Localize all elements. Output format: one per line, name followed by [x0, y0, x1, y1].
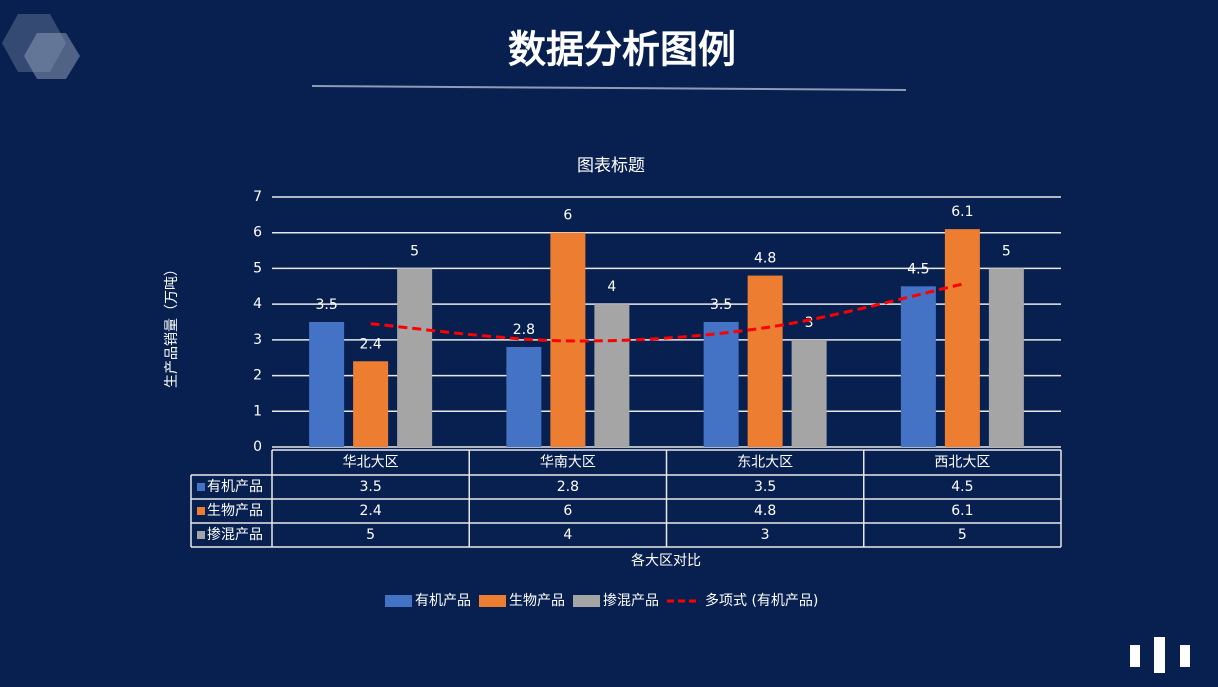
- chart-title: 图表标题: [577, 156, 645, 176]
- table-cell: 5: [958, 527, 967, 543]
- table-cell: 4: [563, 527, 572, 543]
- table-cell: 3.5: [754, 479, 776, 495]
- y-tick-label: 5: [253, 260, 262, 276]
- table-cell: 2.4: [359, 503, 381, 519]
- x-tick-label: 华南大区: [540, 455, 596, 471]
- table-cell: 4.8: [754, 503, 776, 519]
- table-cell: 6.1: [951, 503, 973, 519]
- slide-title: 数据分析图例: [508, 28, 736, 72]
- bar: [988, 268, 1024, 447]
- data-label: 3.5: [710, 297, 732, 313]
- x-tick-label: 西北大区: [934, 455, 990, 471]
- data-label: 5: [410, 243, 419, 259]
- data-label: 4.8: [754, 251, 776, 267]
- legend-label: 生物产品: [509, 593, 565, 609]
- table-cell: 5: [366, 527, 375, 543]
- bar: [397, 268, 433, 447]
- title-rule: [311, 85, 907, 91]
- x-tick-label: 华北大区: [343, 455, 399, 471]
- table-legend-key: [197, 531, 205, 539]
- x-axis-title: 各大区对比: [631, 553, 701, 569]
- data-label: 6.1: [951, 204, 973, 220]
- legend-label: 多项式 (有机产品): [705, 592, 818, 609]
- table-cell: 4.5: [951, 479, 973, 495]
- data-label: 2.8: [513, 322, 535, 338]
- data-label: 4.5: [907, 261, 929, 277]
- data-label: 6: [563, 208, 572, 224]
- y-tick-label: 3: [253, 332, 262, 348]
- legend-swatch: [479, 595, 506, 607]
- table-legend-key: [197, 483, 205, 491]
- legend-swatch: [573, 595, 600, 607]
- y-tick-label: 2: [253, 368, 262, 384]
- y-tick-label: 0: [253, 439, 262, 455]
- bar: [747, 275, 783, 447]
- legend-swatch: [385, 595, 412, 607]
- bar: [353, 361, 389, 447]
- table-row-label: 有机产品: [207, 479, 263, 495]
- y-tick-label: 4: [253, 296, 262, 312]
- deco-bar: [1180, 645, 1190, 667]
- table-cell: 3: [761, 527, 770, 543]
- deco-bar: [1154, 637, 1165, 673]
- legend-label: 掺混产品: [603, 592, 659, 609]
- bar: [703, 322, 739, 447]
- hex-decoration: [24, 33, 80, 79]
- trendline: [370, 282, 963, 343]
- data-label: 4: [607, 279, 616, 295]
- bar: [506, 347, 542, 447]
- x-tick-label: 东北大区: [737, 455, 793, 471]
- bar: [309, 322, 345, 447]
- table-cell: 3.5: [359, 479, 381, 495]
- data-label: 5: [1002, 243, 1011, 259]
- data-label: 3.5: [315, 297, 337, 313]
- bar: [594, 304, 630, 447]
- deco-bar: [1130, 645, 1140, 667]
- legend-label: 有机产品: [415, 593, 471, 609]
- y-axis-title: 生产品销量（万吨）: [164, 262, 180, 388]
- bar: [944, 229, 980, 447]
- table-row-label: 掺混产品: [207, 526, 263, 543]
- bar: [900, 286, 936, 447]
- y-tick-label: 6: [253, 225, 262, 241]
- y-tick-label: 7: [253, 189, 262, 205]
- table-cell: 2.8: [557, 479, 579, 495]
- bar: [791, 339, 827, 447]
- table-legend-key: [197, 507, 205, 515]
- data-label: 3: [805, 315, 814, 331]
- data-label: 2.4: [359, 336, 381, 352]
- table-row-label: 生物产品: [207, 503, 263, 519]
- y-tick-label: 1: [253, 403, 262, 419]
- table-cell: 6: [563, 503, 572, 519]
